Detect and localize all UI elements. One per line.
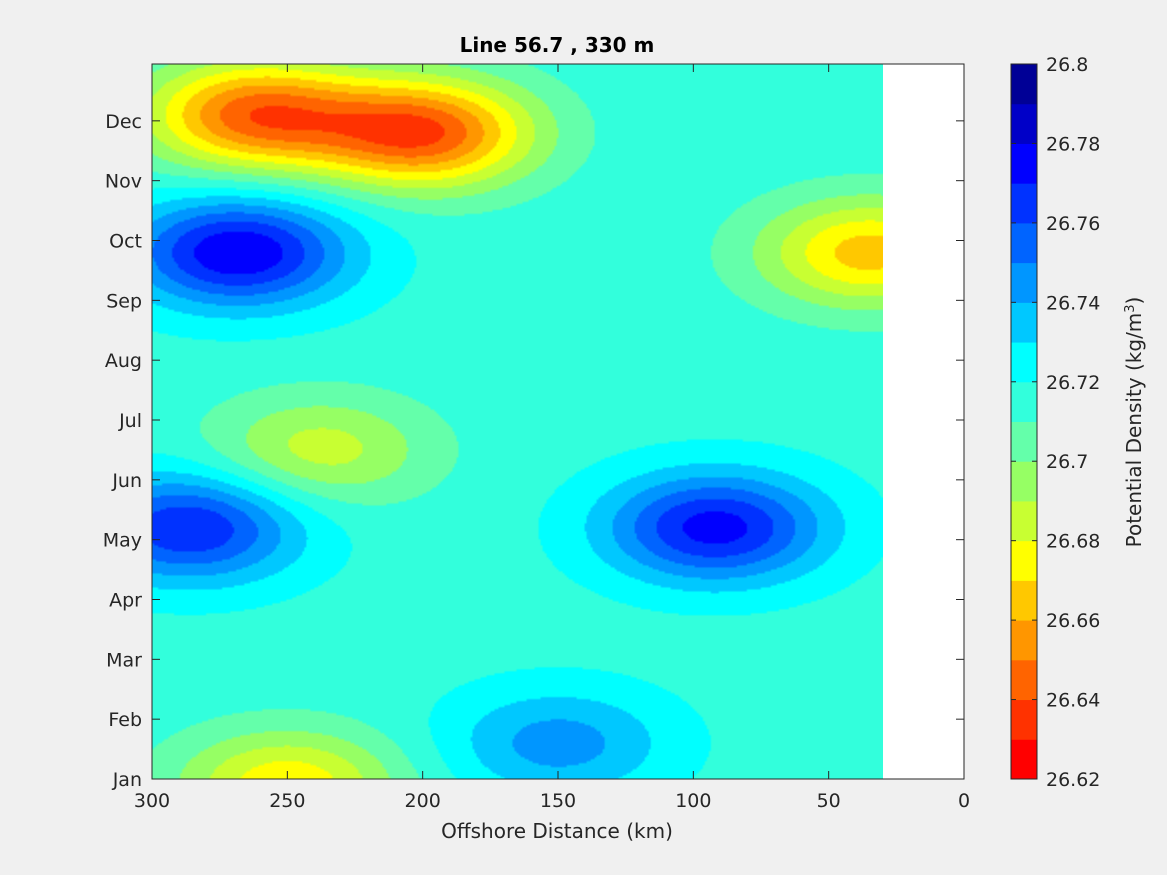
y-tick-label: Sep xyxy=(106,290,142,312)
colorbar-level xyxy=(1011,540,1037,581)
colorbar-tick-label: 26.64 xyxy=(1046,690,1100,712)
colorbar-level xyxy=(1011,580,1037,621)
y-tick-label: May xyxy=(103,530,142,552)
colorbar-label: Potential Density (kg/m3) xyxy=(1122,297,1146,548)
chart-title: Line 56.7 , 330 m xyxy=(460,33,655,57)
colorbar-ticks: 26.8 26.78 26.76 26.74 26.72 26.7 26.68 26.66 26… xyxy=(1011,54,1100,791)
colorbar-level xyxy=(1011,222,1037,264)
colorbar-tick-label: 26.8 xyxy=(1046,54,1088,76)
colorbar-level xyxy=(1011,739,1037,780)
y-tick-label: Oct xyxy=(109,231,142,253)
x-tick-label: 200 xyxy=(405,790,441,812)
contour-field xyxy=(152,64,883,779)
colorbar-level xyxy=(1011,342,1037,383)
colorbar-level xyxy=(1011,699,1037,740)
y-tick-label: Jan xyxy=(112,769,142,791)
colorbar-tick-label: 26.68 xyxy=(1046,531,1100,553)
colorbar-level xyxy=(1011,421,1037,462)
x-tick-label: 150 xyxy=(540,790,576,812)
colorbar-level xyxy=(1011,183,1037,224)
y-tick-label: Dec xyxy=(105,111,142,133)
y-tick-label: Nov xyxy=(105,171,142,193)
colorbar-tick-label: 26.62 xyxy=(1046,769,1100,791)
colorbar-level xyxy=(1011,659,1037,701)
x-tick-label: 100 xyxy=(675,790,711,812)
colorbar-level xyxy=(1011,302,1037,343)
colorbar-label-superscript: 3 xyxy=(1123,304,1138,312)
colorbar-label-suffix: ) xyxy=(1122,297,1146,305)
x-tick-label: 300 xyxy=(134,790,170,812)
colorbar-level xyxy=(1011,500,1037,542)
colorbar-tick-label: 26.72 xyxy=(1046,372,1100,394)
colorbar-tick-label: 26.76 xyxy=(1046,213,1100,235)
x-tick-label: 0 xyxy=(958,790,970,812)
x-tick-label: 250 xyxy=(269,790,305,812)
colorbar-level xyxy=(1011,64,1037,105)
y-tick-label: Aug xyxy=(105,350,142,372)
y-axis-ticks: Jan Feb Mar Apr May Jun Jul Aug Sep Oct Nov Dec xyxy=(103,111,964,791)
x-tick-label: 50 xyxy=(817,790,841,812)
y-tick-label: Feb xyxy=(108,709,142,731)
y-tick-label: Jul xyxy=(118,410,142,432)
colorbar-tick-label: 26.66 xyxy=(1046,610,1100,632)
colorbar-tick-label: 26.78 xyxy=(1046,133,1100,155)
colorbar-frame xyxy=(1010,63,1038,780)
colorbar-level xyxy=(1011,461,1037,502)
colorbar-level xyxy=(1011,143,1037,184)
colorbar-level xyxy=(1011,103,1037,144)
colorbar-level xyxy=(1011,262,1037,303)
colorbar-level xyxy=(1011,381,1037,422)
x-axis-label: Offshore Distance (km) xyxy=(441,819,673,843)
y-tick-label: Apr xyxy=(109,590,142,612)
y-tick-label: Mar xyxy=(106,649,142,671)
colorbar xyxy=(1010,63,1038,780)
x-axis-ticks: 300 250 200 150 100 50 0 xyxy=(134,64,970,812)
colorbar-label-main: Potential Density (kg/m xyxy=(1122,313,1146,548)
colorbar-tick-label: 26.7 xyxy=(1046,451,1088,473)
y-tick-label: Jun xyxy=(111,470,142,492)
colorbar-tick-label: 26.74 xyxy=(1046,292,1100,314)
colorbar-level xyxy=(1011,620,1037,661)
